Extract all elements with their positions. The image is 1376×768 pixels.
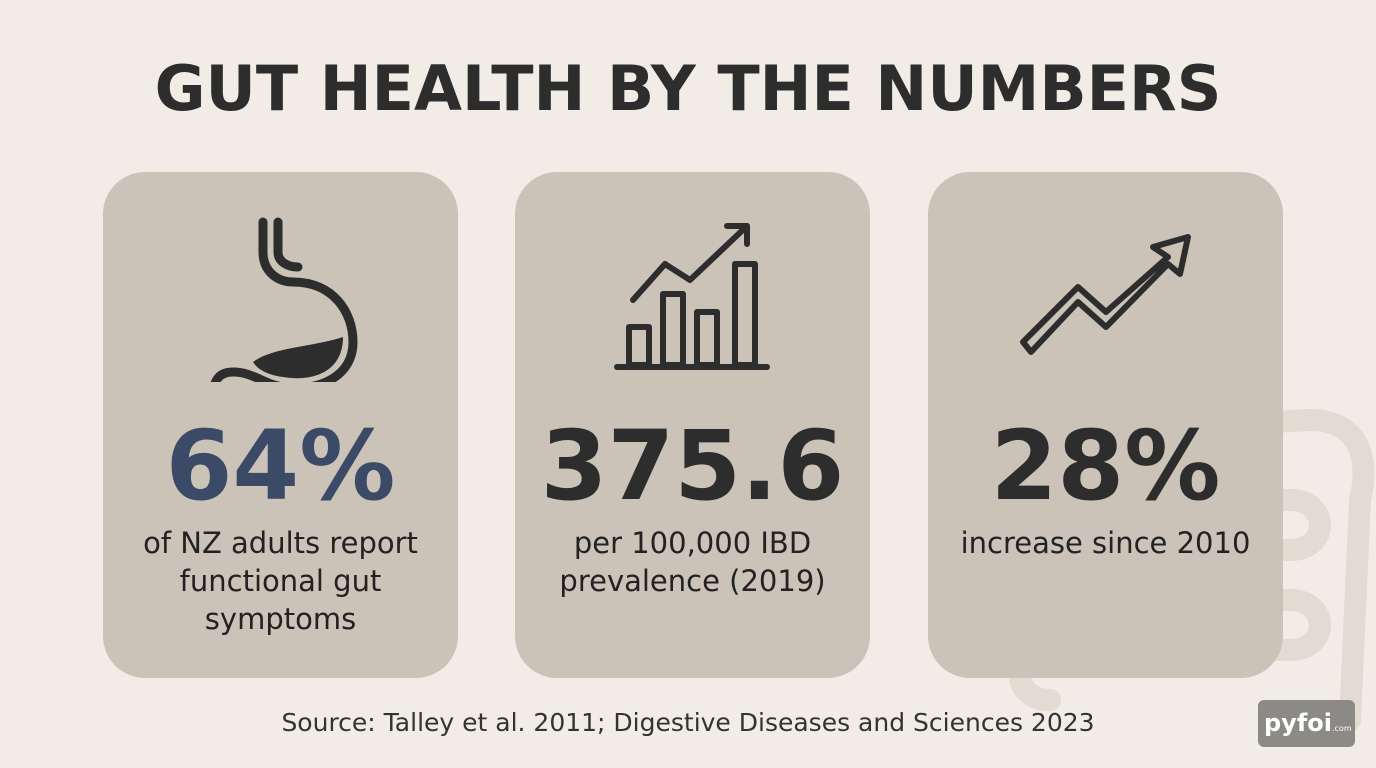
stat-card: 64% of NZ adults report functional gut s…	[103, 172, 458, 678]
stat-card: 375.6 per 100,000 IBD prevalence (2019)	[515, 172, 870, 678]
logo: pyfoi.com	[1258, 700, 1355, 747]
stat-value: 375.6	[540, 410, 845, 522]
title: GUT HEALTH BY THE NUMBERS	[154, 52, 1222, 125]
logo-name: pyfoi	[1264, 709, 1332, 737]
stat-card: 28% increase since 2010	[928, 172, 1283, 678]
stomach-icon	[210, 217, 358, 382]
stat-value: 64%	[165, 410, 396, 522]
stat-description: per 100,000 IBD prevalence (2019)	[559, 526, 826, 598]
stat-description: of NZ adults report functional gut sympt…	[143, 526, 418, 636]
trend-arrow-icon	[1020, 234, 1191, 355]
stat-description: increase since 2010	[960, 526, 1251, 560]
stat-value: 28%	[990, 410, 1221, 522]
source-note: Source: Talley et al. 2011; Digestive Di…	[281, 708, 1095, 737]
logo-suffix: .com	[1331, 724, 1352, 733]
bar-chart-icon	[614, 223, 770, 370]
